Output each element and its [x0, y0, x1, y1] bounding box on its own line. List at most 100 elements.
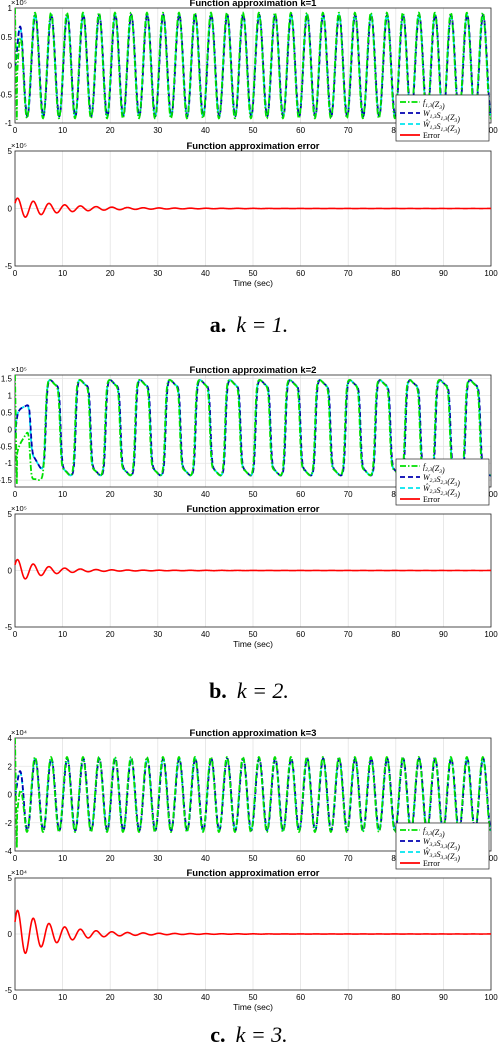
x-tick-label: 40 [201, 630, 210, 639]
legend-label: f3,3(Z3) [423, 826, 445, 839]
y-scale-label: ×10⁵ [11, 365, 27, 374]
legend-label: Error [423, 131, 440, 140]
x-tick-label: 20 [106, 269, 115, 278]
x-tick-label: 40 [201, 490, 210, 499]
y-tick-label: 5 [8, 147, 13, 156]
y-tick-label: 0.5 [1, 33, 13, 42]
chart-2: Function approximation k=2 -1.5 -1 -0.5 0 0.5… [0, 365, 498, 499]
x-tick-label: 30 [153, 269, 162, 278]
x-tick-label: 80 [391, 993, 400, 1002]
y-tick-label: -1 [5, 119, 13, 128]
x-tick-label: 20 [106, 630, 115, 639]
x-tick-label: 40 [201, 854, 210, 863]
y-tick-label: -1.5 [0, 476, 13, 485]
x-axis-label: Time (sec) [233, 1002, 273, 1012]
legend-label: W2,3S2,3(Z3) [423, 473, 460, 488]
y-tick-label: 0.5 [1, 408, 13, 417]
x-tick-label: 40 [201, 993, 210, 1002]
x-tick-label: 70 [344, 630, 353, 639]
y-scale-label: ×10⁵ [11, 141, 27, 150]
x-tick-label: 70 [344, 269, 353, 278]
x-tick-label: 50 [249, 993, 258, 1002]
x-tick-label: 100 [484, 490, 498, 499]
x-tick-label: 70 [344, 490, 353, 499]
x-tick-label: 60 [296, 490, 305, 499]
x-tick-label: 30 [153, 490, 162, 499]
legend-label: W3,3S3,3(Z3) [423, 837, 460, 852]
x-tick-label: 0 [13, 993, 18, 1002]
x-tick-label: 100 [484, 269, 498, 278]
y-tick-label: 2 [8, 762, 13, 771]
caption-a: a. k = 1. [209, 312, 289, 337]
y-tick-label: 0 [8, 205, 13, 214]
legend-label: Error [423, 495, 440, 504]
y-tick-label: -0.5 [0, 90, 13, 99]
chart-title: Function approximation error [186, 868, 319, 879]
x-tick-label: 20 [106, 854, 115, 863]
x-tick-label: 10 [58, 126, 67, 135]
legend-label: f2,3(Z3) [423, 462, 445, 475]
legend: f1,3(Z3)W1,3S1,3(Z3)Ŵ1,3S1,3(Z3)Error [395, 94, 490, 142]
x-tick-label: 30 [153, 126, 162, 135]
legend-label: Error [423, 859, 440, 868]
series-line-error [14, 197, 492, 218]
x-tick-label: 0 [13, 854, 18, 863]
x-tick-label: 0 [13, 269, 18, 278]
legend-label: W1,3S1,3(Z3) [423, 109, 460, 124]
y-tick-label: 1.5 [1, 374, 13, 383]
legend-label: f1,3(Z3) [423, 98, 445, 111]
x-tick-label: 10 [58, 993, 67, 1002]
x-tick-label: 50 [249, 269, 258, 278]
y-tick-label: -0.5 [0, 442, 13, 451]
legend-label: Ŵ1,3S1,3(Z3) [423, 119, 460, 135]
legend-label: Ŵ3,3S3,3(Z3) [423, 847, 460, 863]
legend: f2,3(Z3)W2,3S2,3(Z3)Ŵ2,3S2,3(Z3)Error [395, 458, 490, 506]
x-tick-label: 100 [484, 993, 498, 1002]
y-tick-label: 1 [8, 391, 13, 400]
x-tick-label: 80 [391, 630, 400, 639]
caption-c: c. k = 3. [210, 1022, 288, 1047]
x-tick-label: 40 [201, 269, 210, 278]
y-tick-label: -5 [5, 986, 13, 995]
y-tick-label: -2 [5, 819, 13, 828]
chart-title: Function approximation error [186, 141, 319, 152]
x-tick-label: 10 [58, 490, 67, 499]
y-tick-label: 0 [8, 930, 13, 939]
x-tick-label: 30 [153, 630, 162, 639]
x-tick-label: 70 [344, 126, 353, 135]
x-tick-label: 90 [439, 269, 448, 278]
x-tick-label: 50 [249, 490, 258, 499]
series-line-f [15, 375, 491, 484]
y-tick-label: 0 [8, 62, 13, 71]
x-tick-label: 10 [58, 630, 67, 639]
x-tick-label: 30 [153, 993, 162, 1002]
x-tick-label: 60 [296, 126, 305, 135]
chart-title: Function approximation error [186, 504, 319, 515]
legend-label: Ŵ2,3S2,3(Z3) [423, 483, 460, 499]
y-tick-label: -4 [5, 847, 13, 856]
y-tick-label: 5 [8, 874, 13, 883]
chart-title: Function approximation k=2 [190, 365, 317, 376]
plot-frame [14, 877, 492, 991]
y-scale-label: ×10⁵ [11, 0, 27, 7]
y-scale-label: ×10⁴ [11, 868, 27, 877]
caption-b: b. k = 2. [209, 678, 289, 703]
x-tick-label: 20 [106, 490, 115, 499]
x-tick-label: 70 [344, 854, 353, 863]
y-scale-label: ×10⁴ [11, 728, 27, 737]
x-tick-label: 50 [249, 630, 258, 639]
x-tick-label: 90 [439, 993, 448, 1002]
y-tick-label: 0 [8, 425, 13, 434]
y-tick-label: -1 [5, 459, 13, 468]
chart-title: Function approximation k=1 [190, 0, 318, 9]
y-tick-label: -5 [5, 623, 13, 632]
y-tick-label: 5 [8, 510, 13, 519]
x-axis-label: Time (sec) [233, 278, 273, 288]
legend: f3,3(Z3)W3,3S3,3(Z3)Ŵ3,3S3,3(Z3)Error [395, 822, 490, 870]
x-tick-label: 100 [484, 630, 498, 639]
series-line-error [14, 558, 492, 580]
x-axis-label: Time (sec) [233, 639, 273, 649]
y-tick-label: 1 [8, 4, 13, 13]
